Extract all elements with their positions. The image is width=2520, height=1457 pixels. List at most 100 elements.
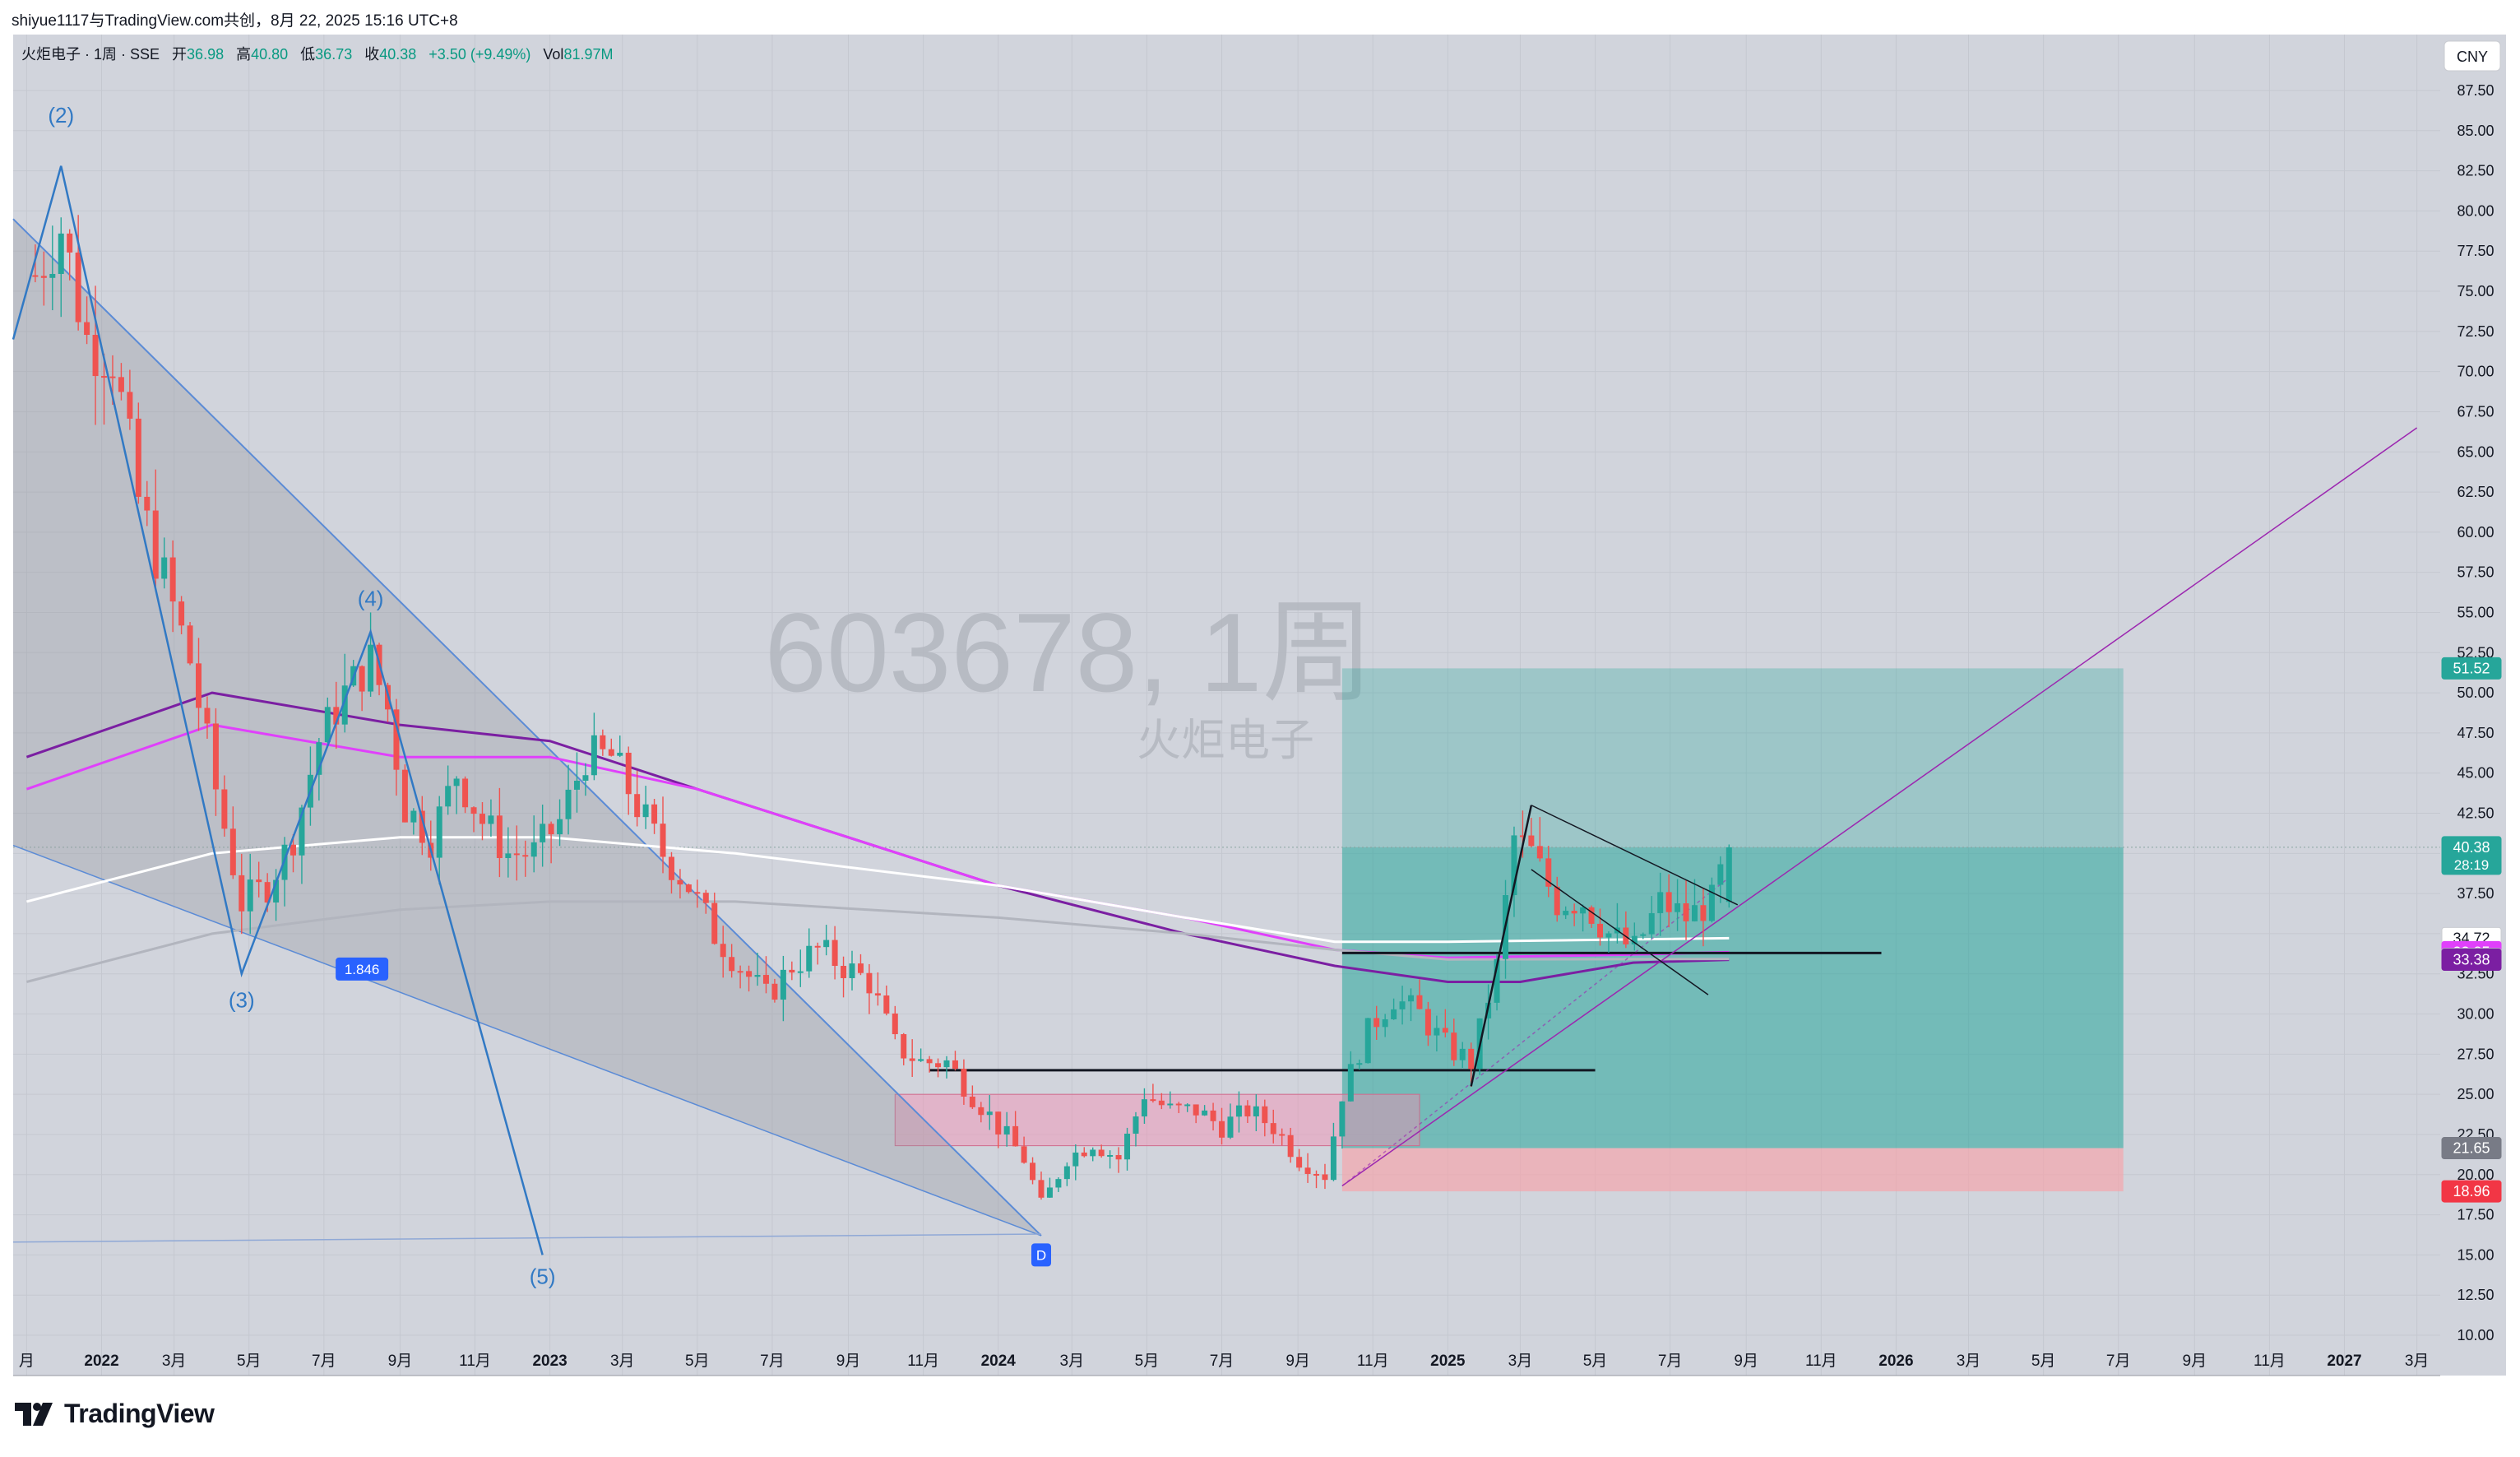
- legend-open: 36.98: [187, 46, 224, 63]
- candle-body: [1416, 995, 1423, 1009]
- candle-body: [797, 971, 804, 973]
- candle-body: [1021, 1146, 1027, 1163]
- d-badge[interactable]: [1031, 1243, 1051, 1267]
- candle-body: [1519, 835, 1526, 838]
- baseline-line[interactable]: [12, 1233, 1041, 1243]
- candle-body: [1424, 1009, 1431, 1036]
- candle-body: [333, 707, 340, 725]
- moving-averages: [25, 691, 1730, 983]
- candle-body: [1339, 1101, 1346, 1137]
- candle-body: [952, 1060, 958, 1070]
- price-tick-label: 37.50: [2457, 885, 2494, 902]
- candle-body: [479, 814, 485, 824]
- candle-body: [1691, 905, 1698, 921]
- wave-label: (3): [229, 988, 255, 1013]
- position-zones[interactable]: [13, 668, 2440, 1192]
- candle-body: [264, 882, 271, 903]
- price-tick-label: 75.00: [2457, 283, 2494, 299]
- candle-body: [1640, 934, 1647, 936]
- candle-body: [651, 804, 658, 824]
- ratio-badge[interactable]: [336, 957, 389, 981]
- candle-body: [737, 971, 743, 973]
- time-tick-label: 7月: [1210, 1353, 1235, 1370]
- bull-flag[interactable]: [1470, 805, 1739, 1087]
- price-tick-label: 25.00: [2457, 1086, 2494, 1102]
- candle-body: [101, 376, 108, 378]
- candle-body: [1063, 1166, 1070, 1180]
- elliott-wave[interactable]: (2) (3) (4) (5) 1.846 D: [12, 103, 1051, 1289]
- candle-body: [780, 969, 786, 1000]
- wave-path[interactable]: [12, 165, 544, 1255]
- candle-body: [711, 903, 718, 944]
- flag-lower-line[interactable]: [1531, 869, 1709, 995]
- price-label-text: 33.38: [2453, 952, 2490, 968]
- tradingview-logo[interactable]: TradingView: [15, 1399, 215, 1429]
- candle-body: [1399, 1001, 1406, 1009]
- price-tick-label: 57.50: [2457, 564, 2494, 581]
- time-axis[interactable]: 月 2022 3月 5月 7月 9月 11月 2023 3月 5月 7月 9月 11月 2024 3月 5月 7…: [13, 1353, 2440, 1376]
- wedge-lower-line[interactable]: [12, 844, 1042, 1237]
- candle-body: [1124, 1133, 1131, 1160]
- moving-average-4: [26, 900, 1730, 983]
- candle-body: [1098, 1149, 1105, 1157]
- candle-body: [789, 969, 795, 973]
- candle-body: [1391, 1009, 1397, 1019]
- time-tick-label: 7月: [312, 1353, 336, 1370]
- price-tick-label: 82.50: [2457, 163, 2494, 179]
- candle-body: [1107, 1154, 1114, 1157]
- candle-body: [1597, 923, 1603, 938]
- candle-body: [849, 963, 855, 978]
- candle-body: [1605, 933, 1612, 938]
- price-tick-label: 80.00: [2457, 202, 2494, 219]
- price-axis[interactable]: 87.50 85.00 82.50 80.00 77.50 75.00 72.50 70.00…: [2457, 82, 2494, 1343]
- flag-upper-line[interactable]: [1531, 805, 1739, 906]
- candle-body: [1683, 903, 1689, 921]
- candle-body: [32, 275, 39, 277]
- stop-zone[interactable]: [1341, 1148, 2124, 1192]
- time-tick-label: 2026: [1878, 1353, 1913, 1370]
- candle-body: [1270, 1123, 1276, 1135]
- candle-body: [1235, 1105, 1242, 1117]
- wave-label: (2): [48, 103, 74, 128]
- candle-body: [1648, 912, 1655, 935]
- price-tick-label: 15.00: [2457, 1246, 2494, 1263]
- price-tick-label: 12.50: [2457, 1287, 2494, 1303]
- wedge-upper-line[interactable]: [12, 218, 1042, 1237]
- candle-body: [196, 663, 202, 708]
- candle-body: [814, 945, 821, 948]
- candle-body: [874, 993, 881, 996]
- time-tick-label: 2024: [981, 1353, 1017, 1370]
- price-label: [2441, 1137, 2502, 1160]
- candle-body: [557, 819, 563, 835]
- candle-body: [1330, 1136, 1336, 1181]
- time-tick-label: 5月: [1583, 1353, 1608, 1370]
- legend-low-label: 低: [300, 46, 315, 63]
- currency-button[interactable]: CNY: [2444, 40, 2501, 72]
- candle-body: [161, 557, 168, 579]
- time-tick-label: 月: [19, 1353, 35, 1370]
- candle-body: [1442, 1028, 1448, 1033]
- legend-high-label: 高: [236, 46, 251, 63]
- target-zone[interactable]: [1341, 847, 2124, 1148]
- candle-body: [290, 844, 296, 856]
- time-tick-label: 9月: [1285, 1353, 1310, 1370]
- candle-body: [1665, 892, 1672, 912]
- price-tick-label: 30.00: [2457, 1006, 2494, 1023]
- long-trendline[interactable]: [1341, 427, 2418, 1187]
- candle-body: [1563, 911, 1569, 916]
- candle-body: [702, 893, 709, 903]
- legend-low: 36.73: [315, 46, 352, 63]
- target-zone-upper[interactable]: [1341, 668, 2124, 847]
- flag-pole[interactable]: [1470, 805, 1533, 1087]
- price-tick-label: 20.00: [2457, 1167, 2494, 1183]
- candle-body: [144, 496, 151, 511]
- horizontal-lines[interactable]: [929, 427, 2418, 1187]
- candle-body: [841, 966, 847, 978]
- candle-body: [453, 778, 460, 787]
- candle-body: [1631, 935, 1638, 944]
- candle-body: [92, 335, 99, 377]
- candle-body: [1055, 1179, 1062, 1188]
- candle-body: [1700, 905, 1707, 921]
- candle-body: [40, 276, 47, 278]
